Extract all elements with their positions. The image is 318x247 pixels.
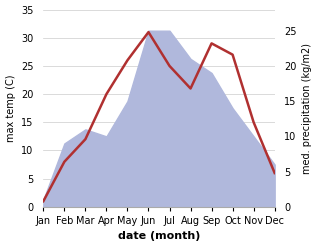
Y-axis label: max temp (C): max temp (C) — [5, 74, 16, 142]
Y-axis label: med. precipitation (kg/m2): med. precipitation (kg/m2) — [302, 43, 313, 174]
X-axis label: date (month): date (month) — [118, 231, 200, 242]
